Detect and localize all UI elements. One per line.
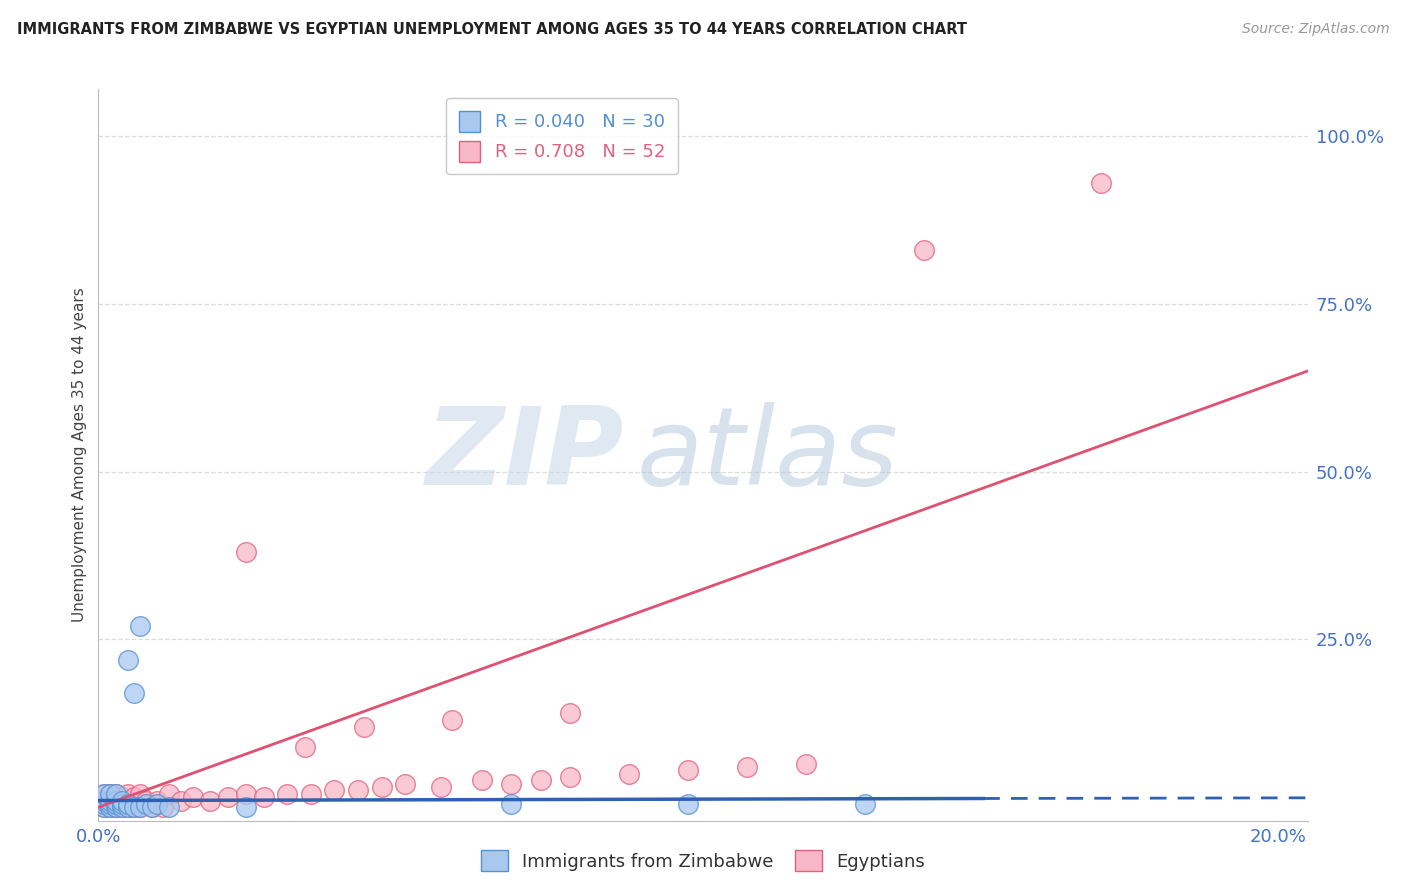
Point [117,800,139,814]
Point [98,793,121,807]
Point [111,793,134,807]
Point [276,787,298,801]
Point [678,797,700,811]
Point [93,787,115,801]
Point [853,797,876,811]
Point [157,787,180,801]
Point [87,797,110,811]
Point [93,800,115,814]
Point [128,619,150,633]
Point [93,797,115,811]
Point [429,780,451,794]
Point [1090,176,1112,190]
Text: atlas: atlas [637,402,898,508]
Point [560,706,582,721]
Point [93,793,115,807]
Text: IMMIGRANTS FROM ZIMBABWE VS EGYPTIAN UNEMPLOYMENT AMONG AGES 35 TO 44 YEARS CORR: IMMIGRANTS FROM ZIMBABWE VS EGYPTIAN UNE… [17,22,967,37]
Point [128,800,150,814]
Point [678,764,700,778]
Point [141,800,163,814]
Point [135,793,157,807]
Point [93,793,115,807]
Point [111,800,134,814]
Legend: Immigrants from Zimbabwe, Egyptians: Immigrants from Zimbabwe, Egyptians [474,843,932,879]
Point [122,686,145,700]
Point [105,800,128,814]
Point [146,797,169,811]
Point [135,797,157,811]
Point [299,787,322,801]
Point [619,766,641,780]
Point [98,787,121,801]
Point [157,800,180,814]
Point [93,800,115,814]
Point [235,787,257,801]
Point [111,797,134,811]
Point [98,797,121,811]
Point [117,793,139,807]
Point [117,800,139,814]
Point [117,652,139,666]
Point [394,777,416,791]
Point [98,800,121,814]
Point [152,800,174,814]
Point [471,773,494,788]
Point [128,787,150,801]
Point [370,780,392,794]
Point [105,787,128,801]
Point [111,790,134,805]
Point [117,787,139,801]
Point [560,770,582,784]
Point [347,783,370,797]
Point [735,760,758,774]
Point [122,800,145,814]
Point [794,756,817,771]
Point [105,797,128,811]
Point [353,720,375,734]
Point [235,545,257,559]
Point [146,793,169,807]
Point [122,790,145,805]
Point [93,787,115,801]
Point [170,793,193,807]
Legend: R = 0.040   N = 30, R = 0.708   N = 52: R = 0.040 N = 30, R = 0.708 N = 52 [446,98,678,174]
Point [200,793,222,807]
Point [128,800,150,814]
Point [98,793,121,807]
Point [530,773,553,788]
Point [98,800,121,814]
Point [441,713,464,727]
Point [141,800,163,814]
Point [294,739,316,754]
Point [501,777,523,791]
Point [105,787,128,801]
Y-axis label: Unemployment Among Ages 35 to 44 years: Unemployment Among Ages 35 to 44 years [72,287,87,623]
Text: ZIP: ZIP [426,402,624,508]
Point [252,790,274,805]
Point [235,800,257,814]
Point [912,244,935,258]
Point [105,793,128,807]
Point [105,800,128,814]
Point [122,800,145,814]
Point [501,797,523,811]
Point [217,790,239,805]
Point [111,800,134,814]
Point [117,797,139,811]
Point [323,783,346,797]
Text: Source: ZipAtlas.com: Source: ZipAtlas.com [1241,22,1389,37]
Point [181,790,204,805]
Point [105,793,128,807]
Point [98,787,121,801]
